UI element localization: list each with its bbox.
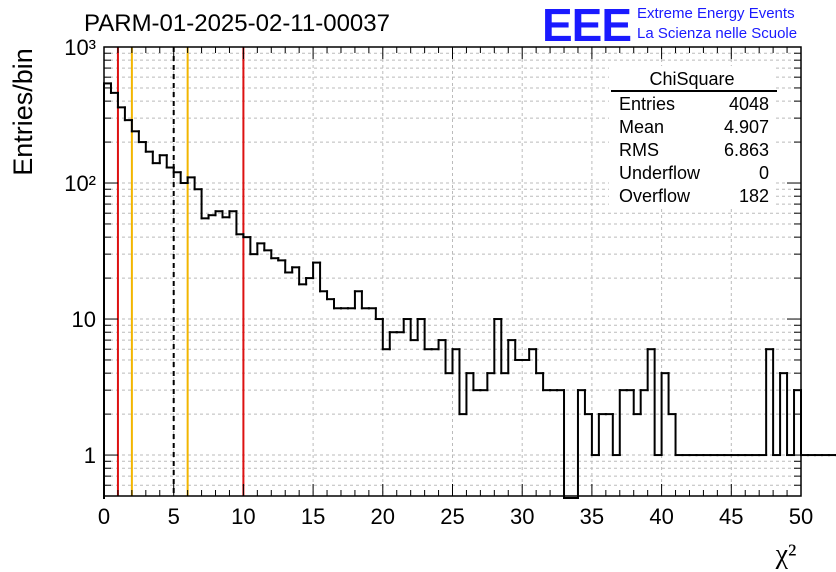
- stats-row-label: Mean: [619, 117, 664, 137]
- x-tick-label: 5: [168, 504, 180, 529]
- y-tick-label: 10²: [64, 171, 96, 196]
- y-tick-label: 1: [84, 443, 96, 468]
- stats-box-background: [609, 66, 775, 206]
- reference-lines: [116, 47, 245, 496]
- y-axis-label: Entries/bin: [8, 48, 38, 176]
- x-tick-label: 35: [580, 504, 604, 529]
- stats-row-value: 6.863: [724, 140, 769, 160]
- y-tick-label: 10³: [64, 35, 96, 60]
- stats-row-value: 182: [739, 186, 769, 206]
- axis-ticks: [103, 46, 802, 496]
- org-name-line2: La Scienza nelle Scuole: [637, 25, 798, 42]
- stats-row-value: 4048: [729, 94, 769, 114]
- stats-row-label: RMS: [619, 140, 659, 160]
- eee-logo: EEE: [542, 0, 632, 51]
- stats-row-value: 4.907: [724, 117, 769, 137]
- x-tick-label: 20: [371, 504, 395, 529]
- x-tick-label: 30: [510, 504, 534, 529]
- x-tick-label: 50: [789, 504, 813, 529]
- stats-box-title: ChiSquare: [649, 69, 734, 89]
- x-tick-label: 15: [301, 504, 325, 529]
- x-tick-label: 40: [649, 504, 673, 529]
- stats-row-label: Overflow: [619, 186, 691, 206]
- grid-lines: [104, 47, 801, 496]
- stats-row-label: Underflow: [619, 163, 701, 183]
- y-tick-label: 10: [72, 307, 96, 332]
- x-axis-label: χ²: [775, 539, 797, 570]
- x-tick-label: 45: [719, 504, 743, 529]
- stats-box: ChiSquare Entries 4048 Mean 4.907 RMS 6.863 Un…: [609, 66, 777, 206]
- tick-labels: 0 5 10 15 20 25 30 35 40 45 50 1 10 10² 10³: [64, 35, 813, 529]
- stats-box-rows: Entries 4048 Mean 4.907 RMS 6.863 Underflow 0 Ov…: [619, 94, 769, 206]
- run-title: PARM-01-2025-02-11-00037: [84, 10, 390, 37]
- org-name-line1: Extreme Energy Events: [637, 5, 795, 22]
- x-tick-label: 10: [231, 504, 255, 529]
- histogram-series: [103, 82, 836, 499]
- stats-row-value: 0: [759, 163, 769, 183]
- x-tick-label: 0: [98, 504, 110, 529]
- stats-row-label: Entries: [619, 94, 675, 114]
- x-tick-label: 25: [440, 504, 464, 529]
